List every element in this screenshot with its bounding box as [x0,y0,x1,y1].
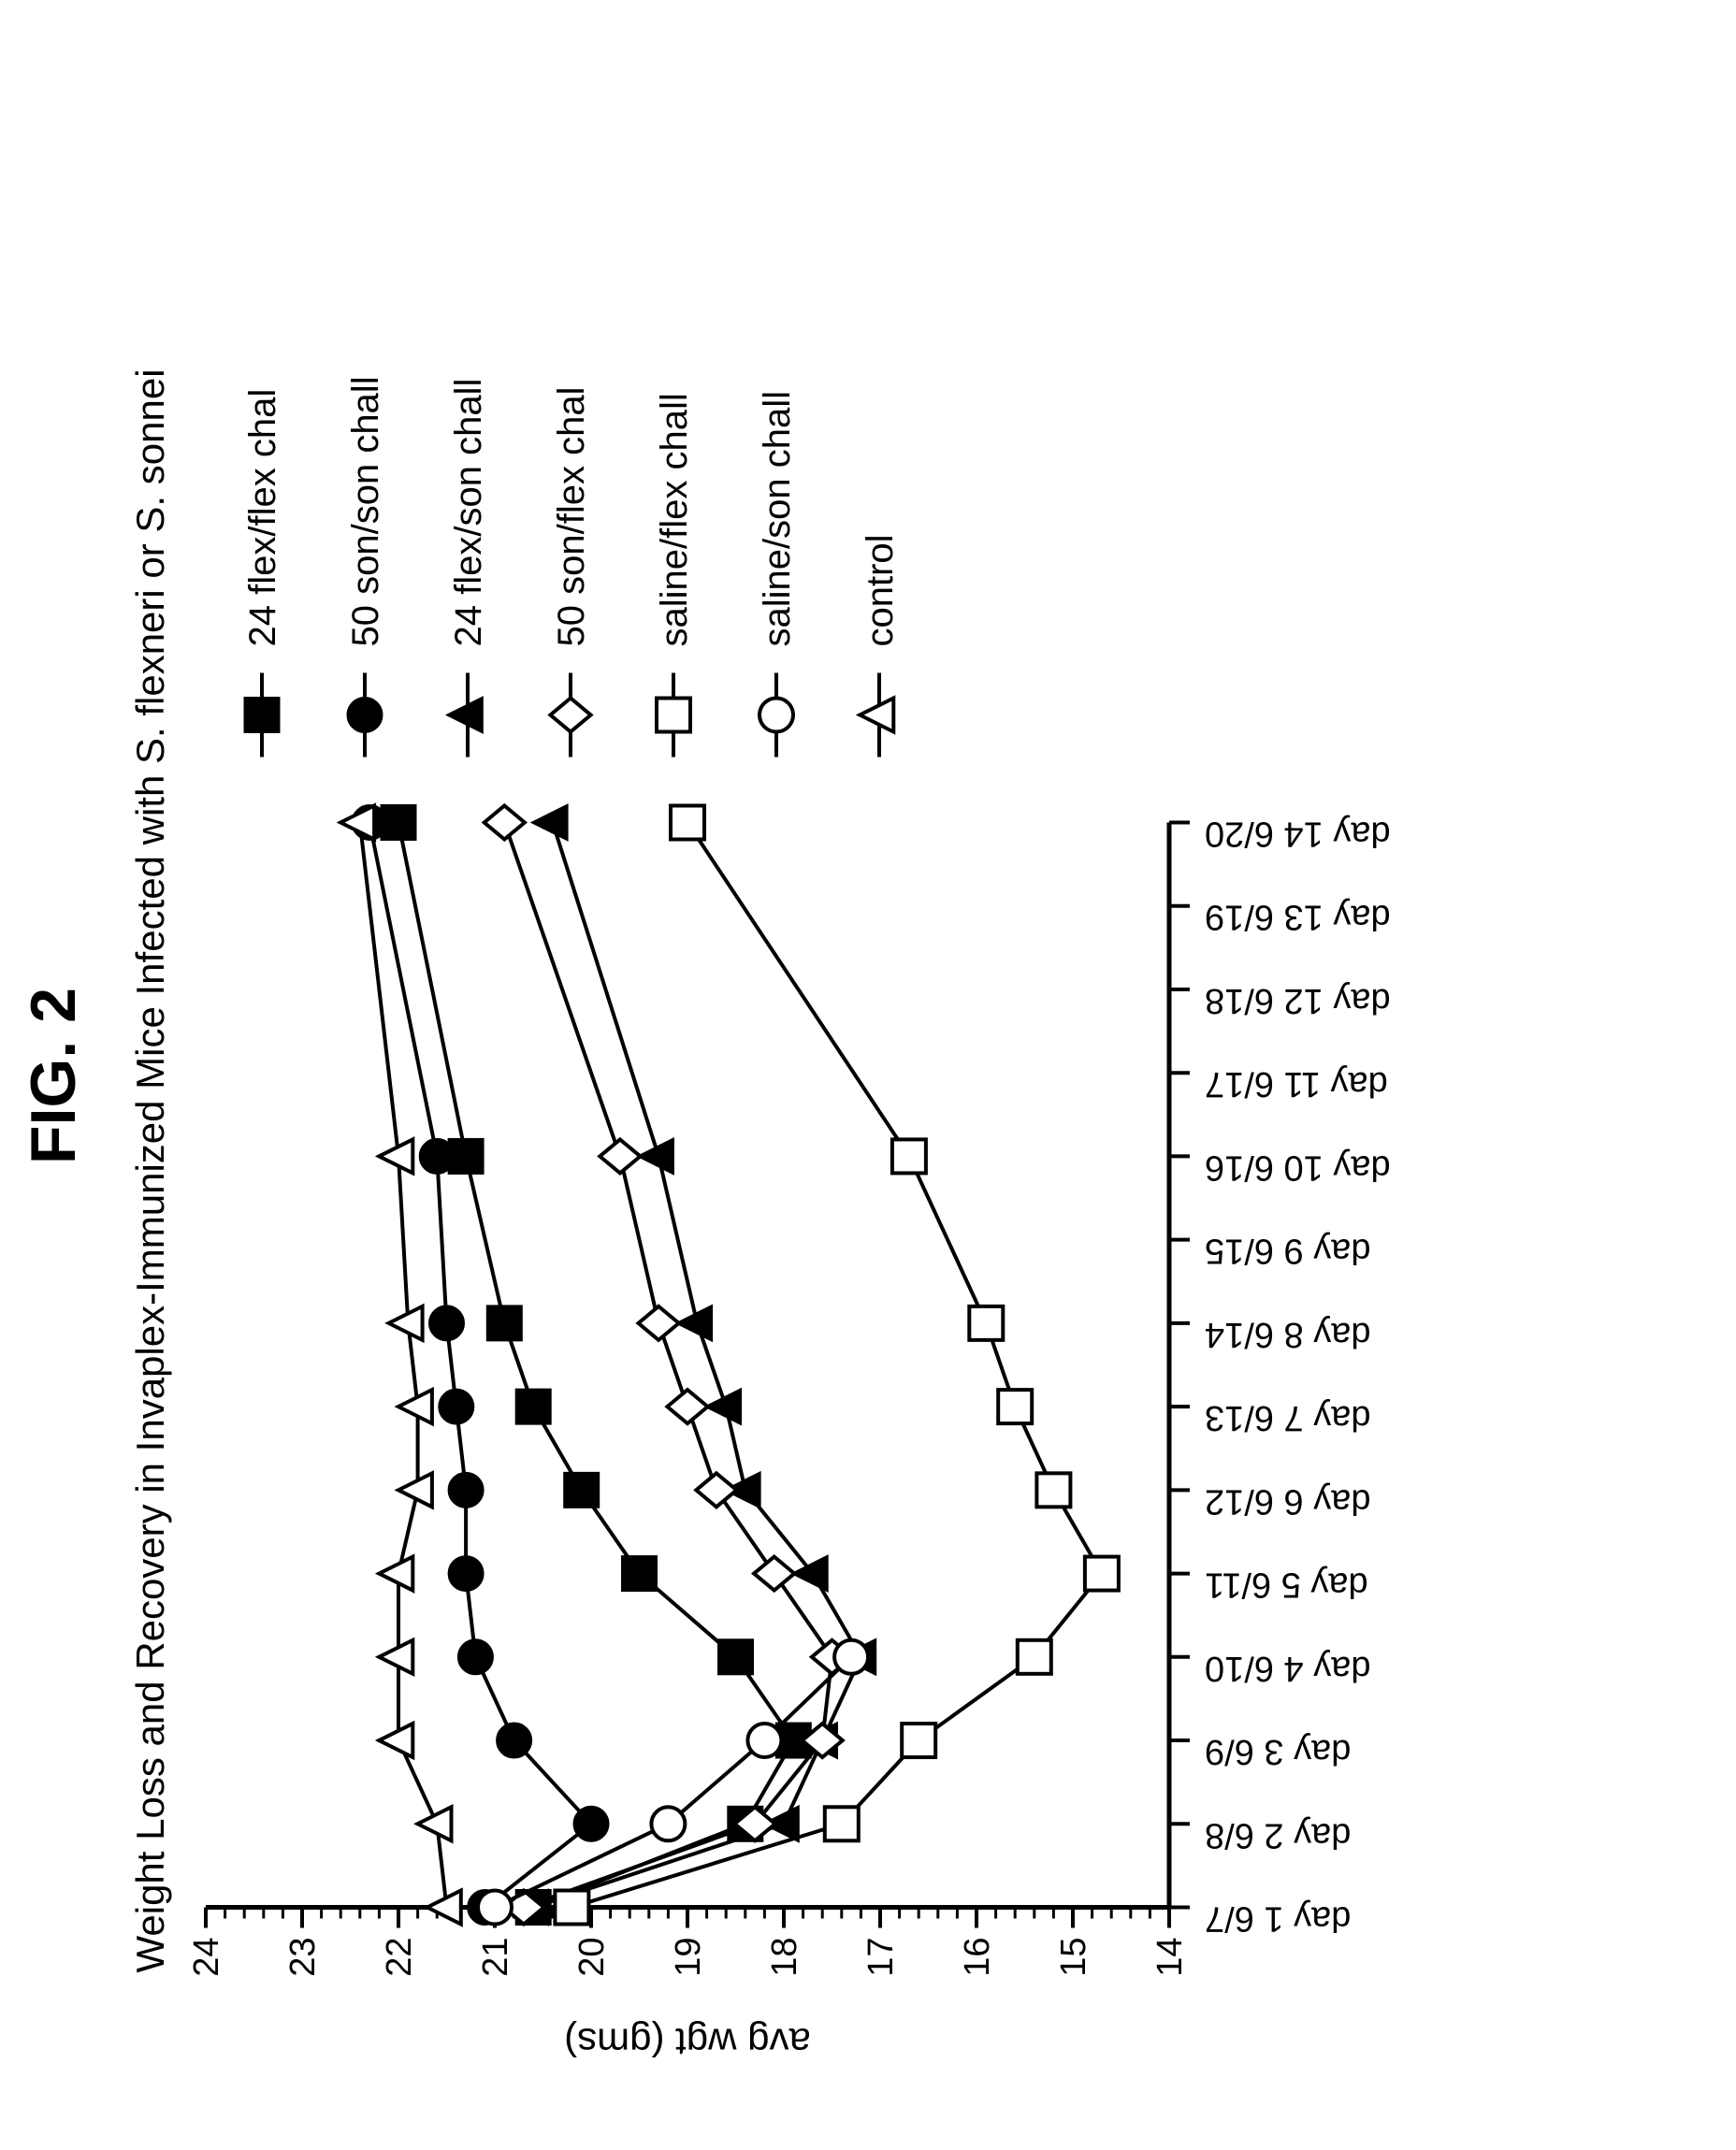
marker [760,698,793,731]
y-tick-label: 20 [572,1937,612,1976]
chart-title: Weight Loss and Recovery in Invaplex-Imm… [128,368,172,1972]
y-tick-label: 17 [861,1937,901,1976]
x-tick-label: day 11 6/17 [1205,1064,1388,1104]
y-tick-label: 21 [476,1937,515,1976]
marker [667,1390,707,1423]
series-line-24-flex-flex [398,822,793,1907]
marker [430,1306,464,1339]
x-tick-label: day 7 6/13 [1205,1398,1370,1437]
legend-row-saline-flex: saline/flex chall [654,393,695,757]
marker [379,1639,412,1673]
marker [1018,1639,1051,1673]
marker [600,1139,640,1173]
x-tick-label: day 9 6/15 [1205,1231,1370,1270]
x-tick-label: day 2 6/8 [1205,1815,1351,1854]
marker [440,1390,473,1423]
marker [555,1890,588,1924]
legend-row-24-flex-son: 24 flex/son chall [448,378,489,757]
marker [487,1306,521,1339]
x-tick-label: day 10 6/16 [1205,1147,1391,1187]
marker [550,698,590,731]
marker [418,1807,452,1840]
legend-label: saline/son chall [757,391,798,647]
marker [657,698,690,731]
legend-row-24-flex-flex: 24 flex/flex chal [242,388,283,757]
marker [793,1556,827,1590]
marker [671,805,704,839]
marker [574,1807,608,1840]
y-tick-label: 24 [187,1937,226,1976]
marker [478,1890,512,1924]
y-tick-label: 18 [765,1937,804,1976]
y-tick-label: 22 [380,1937,419,1976]
x-tick-label: day 12 6/18 [1205,980,1391,1019]
marker [449,1556,483,1590]
x-tick-label: day 8 6/14 [1205,1314,1370,1353]
legend-row-50-son-son: 50 son/son chall [345,376,386,757]
legend-label: 50 son/son chall [345,376,386,646]
x-tick-label: day 14 6/20 [1205,814,1391,853]
x-tick-label: day 4 6/10 [1205,1648,1370,1687]
x-tick-label: day 6 6/12 [1205,1481,1370,1521]
marker [485,805,525,839]
marker [754,1556,794,1590]
marker [379,1724,412,1757]
chart-svg: FIG. 2 Weight Loss and Recovery in Invapl… [0,0,1736,2150]
y-tick-label: 19 [669,1937,708,1976]
marker [449,1473,483,1507]
marker [458,1639,492,1673]
page-stage: FIG. 2 Weight Loss and Recovery in Invapl… [0,0,1736,2150]
marker [245,698,279,731]
marker [1036,1473,1070,1507]
marker [696,1473,736,1507]
marker [565,1473,599,1507]
marker [719,1639,753,1673]
legend-row-saline-son: saline/son chall [757,391,798,758]
chart-rotated-container: FIG. 2 Weight Loss and Recovery in Invapl… [0,0,1736,2150]
y-tick-label: 14 [1150,1937,1190,1976]
marker [902,1724,935,1757]
marker [448,698,482,731]
marker [825,1807,859,1840]
marker [420,1139,454,1173]
y-axis-label: avg wgt (gms) [564,2020,811,2064]
marker [348,698,382,731]
legend-label: control [860,534,901,646]
x-tick-label: day 1 6/7 [1205,1898,1351,1938]
x-tick-label: day 3 6/9 [1205,1732,1351,1771]
marker [533,805,567,839]
legend-label: 24 flex/son chall [448,378,489,646]
marker [969,1306,1003,1339]
legend-label: 50 son/flex chal [551,386,592,646]
marker [639,1306,679,1339]
y-tick-label: 16 [958,1937,997,1976]
marker [379,1556,412,1590]
legend-row-50-son-flex: 50 son/flex chal [550,386,592,757]
marker [498,1724,531,1757]
y-tick-label: 23 [283,1937,323,1976]
legend-label: saline/flex chall [654,393,695,646]
x-tick-label: day 13 6/19 [1205,897,1391,936]
marker [651,1807,685,1840]
marker [1085,1556,1119,1590]
figure-label: FIG. 2 [18,988,89,1164]
series-line-saline-son [495,1656,851,1907]
marker [860,698,893,731]
y-tick-label: 15 [1054,1937,1093,1976]
marker [747,1724,781,1757]
x-tick-label: day 5 6/11 [1205,1565,1368,1604]
marker [516,1390,550,1423]
legend-row-control: control [860,534,901,757]
marker [892,1139,926,1173]
marker [998,1390,1032,1423]
marker [834,1639,868,1673]
legend-label: 24 flex/flex chal [242,388,283,646]
marker [623,1556,657,1590]
